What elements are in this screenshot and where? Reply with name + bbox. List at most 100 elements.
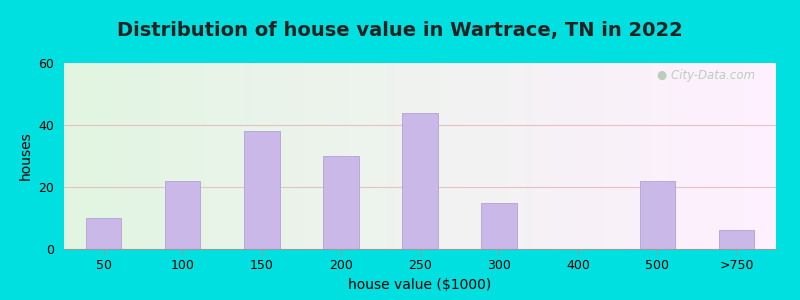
Bar bbox=[121, 63, 125, 249]
Bar bbox=[114, 63, 118, 249]
Bar bbox=[694, 63, 698, 249]
Bar bbox=[552, 63, 555, 249]
Bar bbox=[263, 63, 267, 249]
Bar bbox=[566, 63, 570, 249]
Bar bbox=[698, 63, 702, 249]
Bar bbox=[366, 63, 370, 249]
Bar bbox=[577, 63, 580, 249]
Bar bbox=[538, 63, 541, 249]
Bar bbox=[555, 63, 559, 249]
Bar bbox=[502, 63, 506, 249]
Bar bbox=[523, 63, 527, 249]
Bar bbox=[417, 63, 420, 249]
Text: Distribution of house value in Wartrace, TN in 2022: Distribution of house value in Wartrace,… bbox=[117, 21, 683, 40]
Bar bbox=[78, 63, 82, 249]
Bar bbox=[655, 63, 658, 249]
Bar bbox=[253, 63, 256, 249]
Bar bbox=[773, 63, 776, 249]
Bar bbox=[391, 63, 395, 249]
Bar bbox=[459, 63, 462, 249]
Bar bbox=[388, 63, 391, 249]
Bar bbox=[306, 63, 310, 249]
Bar bbox=[82, 63, 86, 249]
Bar bbox=[128, 63, 132, 249]
Bar bbox=[762, 63, 766, 249]
Bar bbox=[317, 63, 320, 249]
X-axis label: house value ($1000): house value ($1000) bbox=[348, 278, 492, 292]
Bar bbox=[466, 63, 470, 249]
Bar bbox=[470, 63, 474, 249]
Bar bbox=[267, 63, 270, 249]
Bar bbox=[630, 63, 634, 249]
Bar bbox=[238, 63, 242, 249]
Bar bbox=[346, 63, 349, 249]
Bar bbox=[580, 63, 584, 249]
Bar bbox=[338, 63, 342, 249]
Bar bbox=[584, 63, 587, 249]
Bar bbox=[644, 63, 648, 249]
Bar bbox=[402, 63, 406, 249]
Bar bbox=[705, 63, 708, 249]
Bar bbox=[192, 63, 196, 249]
Bar bbox=[734, 63, 737, 249]
Bar bbox=[456, 63, 459, 249]
Bar bbox=[327, 63, 331, 249]
Bar bbox=[430, 63, 434, 249]
Bar bbox=[669, 63, 673, 249]
Bar bbox=[619, 63, 623, 249]
Bar bbox=[342, 63, 346, 249]
Bar bbox=[702, 63, 705, 249]
Bar bbox=[673, 63, 676, 249]
Bar bbox=[235, 63, 238, 249]
Bar bbox=[605, 63, 609, 249]
Bar bbox=[310, 63, 314, 249]
Bar bbox=[434, 63, 438, 249]
Bar bbox=[534, 63, 538, 249]
Bar bbox=[378, 63, 381, 249]
Bar bbox=[320, 63, 324, 249]
Bar bbox=[754, 63, 758, 249]
Bar bbox=[171, 63, 174, 249]
Bar bbox=[520, 63, 523, 249]
Bar bbox=[452, 63, 456, 249]
Bar bbox=[715, 63, 719, 249]
Bar bbox=[427, 63, 430, 249]
Bar bbox=[381, 63, 385, 249]
Bar bbox=[484, 63, 488, 249]
Bar bbox=[398, 63, 402, 249]
Bar bbox=[449, 63, 452, 249]
Bar bbox=[165, 181, 201, 249]
Bar bbox=[562, 63, 566, 249]
Bar bbox=[295, 63, 299, 249]
Bar bbox=[545, 63, 548, 249]
Bar bbox=[594, 63, 598, 249]
Bar bbox=[278, 63, 281, 249]
Bar bbox=[96, 63, 99, 249]
Bar bbox=[758, 63, 762, 249]
Bar bbox=[410, 63, 413, 249]
Bar bbox=[256, 63, 260, 249]
Bar bbox=[474, 63, 477, 249]
Bar bbox=[737, 63, 741, 249]
Bar bbox=[182, 63, 185, 249]
Bar bbox=[641, 63, 644, 249]
Bar bbox=[708, 63, 712, 249]
Bar bbox=[623, 63, 626, 249]
Bar bbox=[164, 63, 167, 249]
Bar bbox=[482, 202, 517, 249]
Bar bbox=[67, 63, 71, 249]
Bar bbox=[637, 63, 641, 249]
Bar bbox=[680, 63, 683, 249]
Bar bbox=[160, 63, 164, 249]
Bar bbox=[719, 63, 722, 249]
Bar bbox=[135, 63, 138, 249]
Bar bbox=[132, 63, 135, 249]
Bar bbox=[93, 63, 96, 249]
Bar bbox=[260, 63, 263, 249]
Bar bbox=[288, 63, 292, 249]
Bar bbox=[217, 63, 221, 249]
Bar bbox=[174, 63, 178, 249]
Bar bbox=[402, 112, 438, 249]
Bar bbox=[302, 63, 306, 249]
Bar bbox=[442, 63, 445, 249]
